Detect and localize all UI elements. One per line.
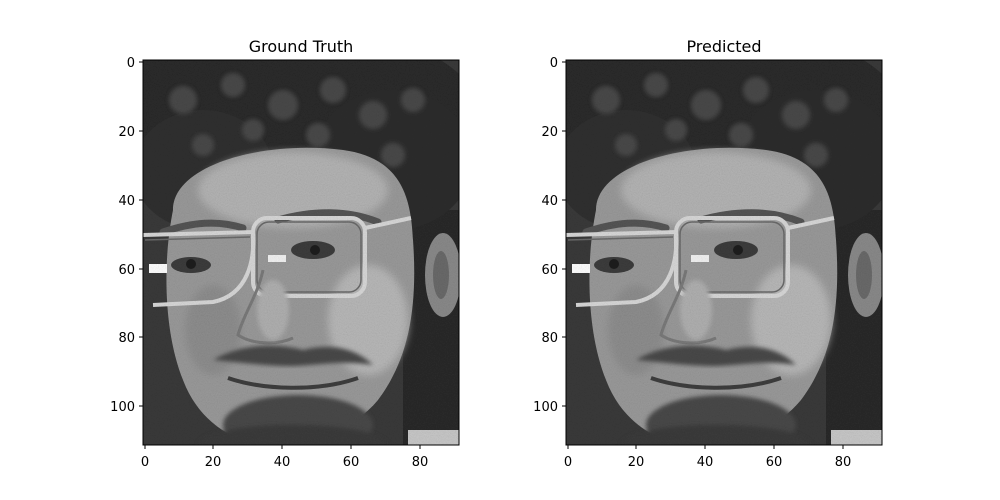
x-tick-label: 60 bbox=[766, 455, 783, 470]
y-tick-label: 0 bbox=[550, 56, 558, 71]
x-axis: 0 20 40 60 80 bbox=[564, 445, 851, 470]
x-tick-label: 0 bbox=[564, 455, 572, 470]
x-tick-label: 40 bbox=[274, 455, 291, 470]
x-tick-label: 80 bbox=[835, 455, 852, 470]
axes-frame bbox=[565, 59, 883, 446]
y-tick-label: 100 bbox=[110, 400, 135, 415]
panel-title: Predicted bbox=[686, 37, 761, 56]
y-axis: 0 20 40 60 80 100 bbox=[533, 56, 566, 415]
y-tick-label: 80 bbox=[118, 331, 135, 346]
y-tick-label: 40 bbox=[118, 194, 135, 209]
y-tick-label: 20 bbox=[118, 125, 135, 140]
y-tick-label: 40 bbox=[541, 194, 558, 209]
panel-title: Ground Truth bbox=[249, 37, 354, 56]
x-tick-label: 60 bbox=[343, 455, 360, 470]
x-tick-label: 40 bbox=[697, 455, 714, 470]
panel-ground-truth: Ground Truth 0 20 40 60 80 100 bbox=[103, 25, 483, 470]
x-tick-label: 0 bbox=[141, 455, 149, 470]
y-tick-label: 100 bbox=[533, 400, 558, 415]
x-tick-label: 20 bbox=[628, 455, 645, 470]
y-tick-label: 60 bbox=[541, 263, 558, 278]
panel-predicted: Predicted 0 20 40 60 80 100 bbox=[526, 25, 906, 470]
y-tick-label: 20 bbox=[541, 125, 558, 140]
y-tick-label: 0 bbox=[127, 56, 135, 71]
face-image bbox=[103, 25, 483, 465]
x-tick-label: 20 bbox=[205, 455, 222, 470]
y-axis: 0 20 40 60 80 100 bbox=[110, 56, 143, 415]
y-tick-label: 60 bbox=[118, 263, 135, 278]
x-tick-label: 80 bbox=[412, 455, 429, 470]
y-tick-label: 80 bbox=[541, 331, 558, 346]
x-axis: 0 20 40 60 80 bbox=[141, 445, 428, 470]
axes-frame bbox=[142, 59, 460, 446]
face-image bbox=[526, 25, 906, 465]
